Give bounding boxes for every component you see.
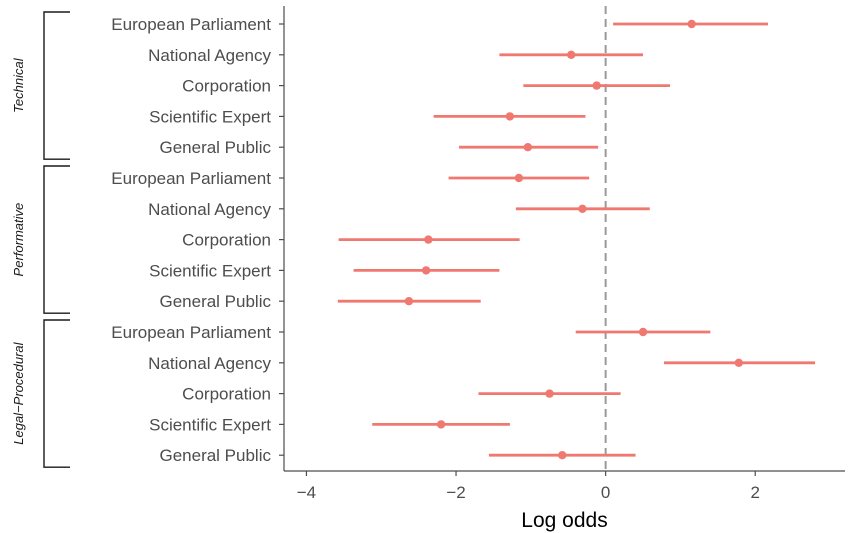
point-estimate bbox=[734, 358, 743, 367]
x-tick-label: −4 bbox=[297, 483, 316, 502]
point-estimate bbox=[424, 235, 433, 244]
group-brackets bbox=[43, 11, 70, 468]
point-estimate bbox=[558, 451, 567, 460]
x-axis-tick-labels: −4 −2 0 2 bbox=[297, 483, 760, 502]
point-estimate bbox=[404, 297, 414, 306]
x-tick-label: 2 bbox=[751, 483, 760, 502]
y-tick-label: National Agency bbox=[148, 46, 271, 65]
group-labels: Technical Performative Legal−Procedural bbox=[11, 57, 26, 444]
point-estimate bbox=[567, 50, 576, 59]
y-tick-label: Scientific Expert bbox=[149, 107, 271, 126]
y-tick-label: General Public bbox=[159, 446, 271, 465]
y-tick-label: National Agency bbox=[148, 354, 271, 373]
group-bracket bbox=[43, 11, 70, 160]
group-bracket bbox=[43, 165, 70, 314]
y-tick-label: Corporation bbox=[182, 385, 271, 404]
point-estimate bbox=[514, 173, 524, 183]
y-axis-labels: European Parliament National Agency Corpor… bbox=[111, 15, 271, 465]
y-tick-label: Corporation bbox=[182, 231, 271, 250]
y-tick-label: Scientific Expert bbox=[149, 261, 271, 280]
y-tick-label: Scientific Expert bbox=[149, 415, 271, 434]
y-tick-label: National Agency bbox=[148, 200, 271, 219]
point-estimate bbox=[638, 327, 648, 337]
group-label: Technical bbox=[11, 57, 26, 113]
point-estimate bbox=[421, 266, 431, 275]
point-estimate bbox=[523, 143, 533, 152]
y-tick-label: General Public bbox=[159, 138, 271, 157]
point-estimate bbox=[545, 389, 554, 398]
x-tick-label: 0 bbox=[601, 483, 610, 502]
estimate-marks bbox=[337, 19, 816, 460]
y-tick-label: European Parliament bbox=[111, 15, 271, 34]
point-estimate bbox=[578, 204, 587, 213]
x-axis-ticks bbox=[305, 471, 756, 476]
point-estimate bbox=[592, 81, 601, 90]
group-bracket bbox=[43, 319, 70, 468]
y-tick-label: General Public bbox=[159, 292, 271, 311]
y-axis-ticks bbox=[279, 23, 284, 456]
x-tick-label: −2 bbox=[446, 483, 465, 502]
y-tick-label: European Parliament bbox=[111, 169, 271, 188]
point-estimate bbox=[505, 112, 515, 121]
group-label: Legal−Procedural bbox=[11, 341, 26, 444]
point-estimate bbox=[436, 420, 446, 429]
y-tick-label: Corporation bbox=[182, 77, 271, 96]
point-estimate bbox=[687, 19, 696, 29]
group-label: Performative bbox=[11, 203, 26, 277]
x-axis-title: Log odds bbox=[521, 509, 607, 532]
y-tick-label: European Parliament bbox=[111, 323, 271, 342]
